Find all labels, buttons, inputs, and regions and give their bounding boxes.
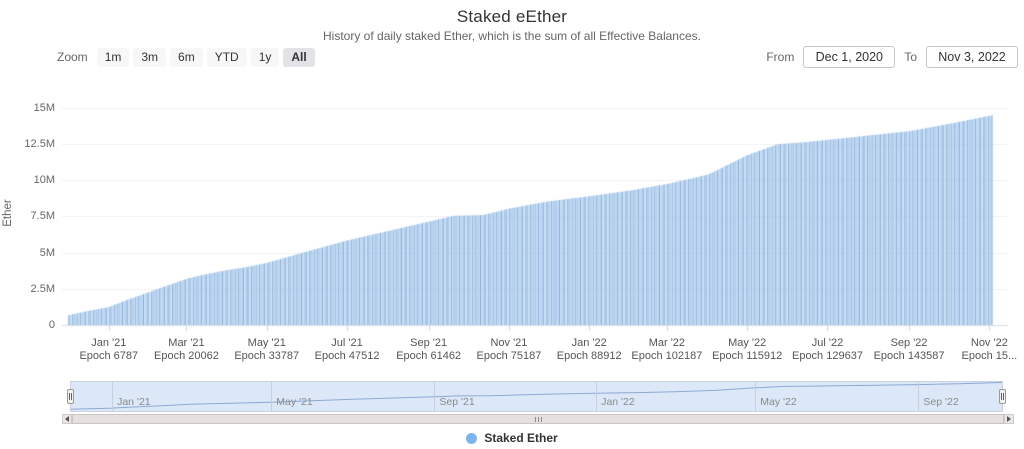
chart-title: Staked eEther [456, 7, 568, 26]
y-tick-12.5M: 12.5M [24, 138, 55, 151]
legend-item-staked-ether[interactable]: Staked Ether [0, 429, 1024, 447]
navigator-label-sep--21: Sep '21 [439, 396, 475, 408]
navigator-series-line [71, 382, 1002, 410]
from-date-input[interactable] [803, 46, 896, 68]
navigator-gridline [112, 382, 114, 411]
plot-area[interactable] [62, 100, 1008, 333]
zoom-button-ytd[interactable]: YTD [206, 47, 247, 67]
navigator-gridline [755, 382, 757, 411]
zoom-button-6m[interactable]: 6m [170, 47, 203, 67]
scrollbar-left-arrow-icon[interactable] [62, 414, 72, 424]
y-tick-10M: 10M [33, 174, 55, 187]
y-tick-5M: 5M [39, 246, 55, 259]
x-tick-may--21: May '21 Epoch 33787 [234, 337, 300, 362]
zoom-button-all[interactable]: All [283, 47, 315, 67]
zoom-button-3m[interactable]: 3m [133, 47, 167, 67]
from-label: From [766, 50, 795, 64]
y-tick-7.5M: 7.5M [30, 210, 55, 223]
x-tick-nov--22: Nov '22 Epoch 15... [961, 337, 1018, 362]
scrollbar-track[interactable] [72, 414, 1004, 424]
x-tick-may--22: May '22 Epoch 115912 [712, 337, 783, 362]
navigator-label-sep--22: Sep '22 [923, 396, 959, 408]
zoom-button-1y[interactable]: 1y [250, 47, 280, 67]
navigator-gridline [918, 382, 920, 411]
zoom-button-1m[interactable]: 1m [96, 47, 130, 67]
navigator-gridline [596, 382, 598, 411]
x-tick-jan--21: Jan '21 Epoch 6787 [79, 337, 139, 362]
navigator-right-handle[interactable] [999, 388, 1006, 404]
navigator-gridline [271, 382, 273, 411]
to-date-input[interactable] [926, 46, 1018, 68]
legend-label: Staked Ether [484, 431, 558, 445]
x-tick-sep--21: Sep '21 Epoch 61462 [396, 337, 462, 362]
y-tick-0: 0 [48, 319, 55, 331]
navigator-label-may--22: May '22 [760, 396, 797, 408]
navigator-gridline [434, 382, 436, 411]
x-tick-jul--22: Jul '22 Epoch 129637 [791, 337, 863, 362]
navigator[interactable]: Jan '21 May '21 Sep '21 Jan '22 May '22 Sep '… [67, 381, 1006, 412]
series-marker-icon [466, 432, 478, 444]
navigator-label-may--21: May '21 [276, 396, 313, 408]
x-axis-labels: Jan '21 Epoch 6787 Mar '21 Epoch 20062 May '… [0, 337, 1024, 365]
scrollbar-thumb[interactable] [72, 414, 1004, 424]
scrollbar-grip-icon [534, 416, 542, 422]
x-tick-sep--22: Sep '22 Epoch 143587 [873, 337, 945, 362]
x-tick-mar--21: Mar '21 Epoch 20062 [154, 337, 219, 362]
zoom-buttons: 1m 3m 6m YTD 1y All [96, 47, 319, 67]
scrollbar [62, 414, 1014, 424]
scrollbar-right-arrow-icon[interactable] [1004, 414, 1014, 424]
x-tick-jan--22: Jan '22 Epoch 88912 [556, 337, 622, 362]
x-tick-nov--21: Nov '21 Epoch 75187 [476, 337, 542, 362]
navigator-left-handle[interactable] [67, 388, 74, 404]
x-tick-mar--22: Mar '22 Epoch 102187 [631, 337, 703, 362]
to-label: To [904, 50, 917, 64]
y-tick-2.5M: 2.5M [30, 282, 55, 295]
date-range-inputs: From To [766, 46, 1018, 68]
navigator-label-jan--22: Jan '22 [601, 396, 635, 408]
x-tick-jul--21: Jul '21 Epoch 47512 [314, 337, 380, 362]
navigator-label-jan--21: Jan '21 [117, 396, 151, 408]
chart-subtitle: History of daily staked Ether, which is … [323, 29, 701, 43]
y-tick-15M: 15M [33, 101, 55, 114]
zoom-label: Zoom [57, 50, 88, 64]
